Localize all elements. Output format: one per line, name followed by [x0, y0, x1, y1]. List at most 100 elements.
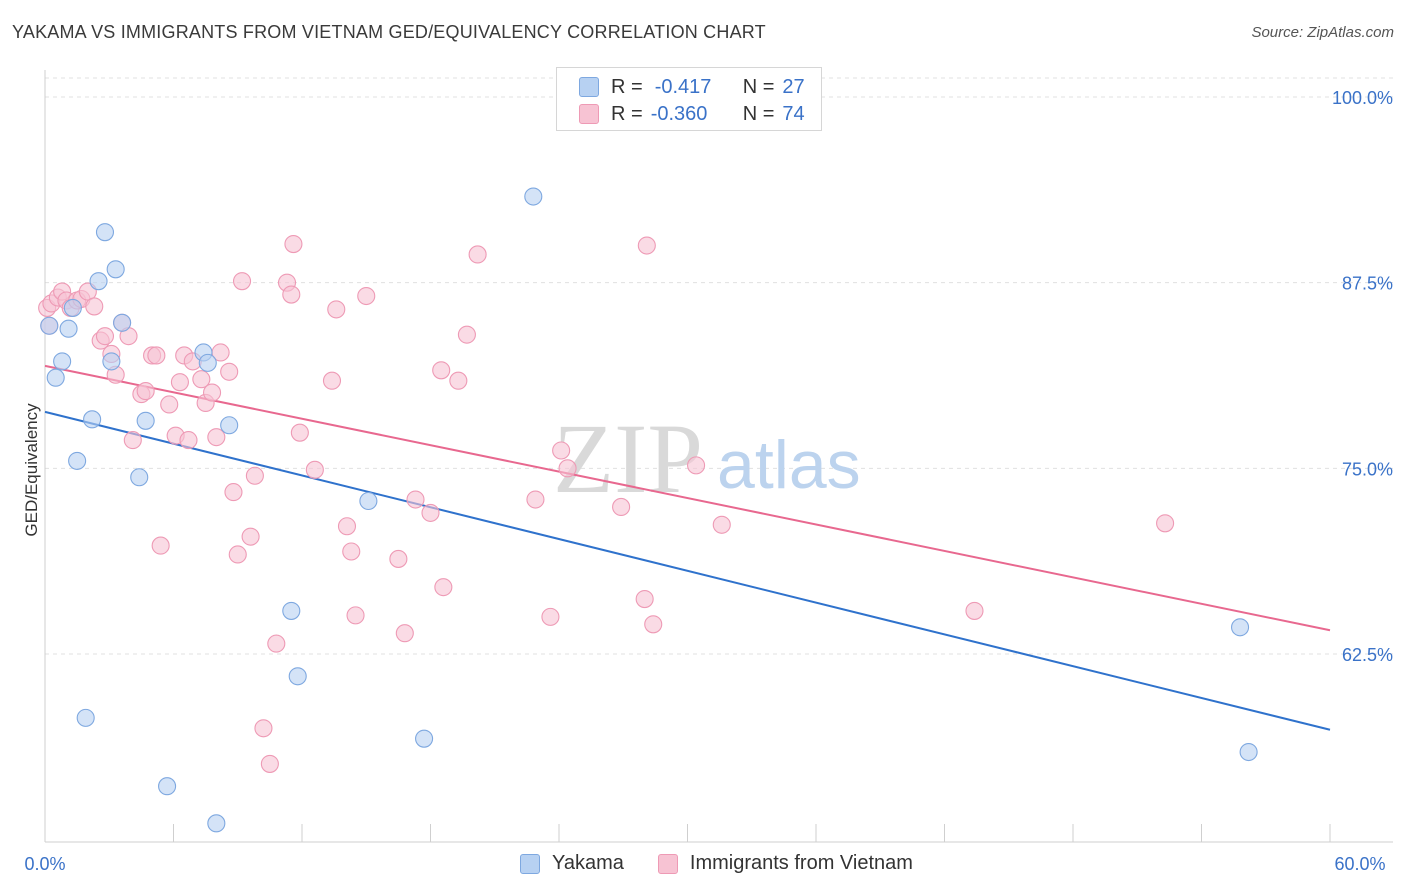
series-legend: Yakama Immigrants from Vietnam: [520, 852, 947, 875]
vietnam-point: [346, 606, 365, 625]
vietnam-point: [151, 536, 170, 555]
trend-lines: [44, 364, 1331, 731]
legend-label-yakama: Yakama: [552, 852, 624, 874]
vietnam-point: [357, 286, 376, 306]
vietnam-point: [635, 589, 654, 609]
yakama-swatch: [579, 77, 599, 97]
yakama-point: [359, 491, 378, 511]
vietnam-point: [95, 327, 115, 346]
vietnam-point: [457, 325, 476, 344]
vietnam-point: [327, 300, 346, 319]
yakama-point: [83, 410, 102, 429]
grid-lines: [45, 77, 1393, 655]
vietnam-point: [965, 601, 984, 620]
x-tick-label: 60.0%: [1334, 854, 1385, 874]
yakama-trend-line: [44, 410, 1331, 731]
vietnam-point: [468, 245, 487, 264]
vietnam-point: [552, 441, 571, 460]
yakama-point: [59, 319, 78, 338]
vietnam-point: [228, 545, 247, 564]
vietnam-point: [123, 431, 142, 450]
vietnam-point: [712, 515, 731, 534]
vietnam-point: [342, 542, 361, 561]
vietnam-trend-line: [44, 364, 1331, 632]
vietnam-point: [147, 346, 166, 365]
vietnam-point: [687, 456, 706, 475]
vietnam-point: [558, 459, 577, 478]
correlation-legend: R = -0.417 N = 27 R = -0.360 N = 74: [556, 67, 822, 131]
yakama-point: [524, 187, 543, 206]
yakama-point: [76, 708, 95, 727]
yakama-point: [68, 451, 87, 470]
yakama-point: [1231, 618, 1250, 637]
yakama-point: [415, 729, 434, 748]
yakama-point: [106, 260, 125, 279]
yakama-point: [220, 416, 239, 435]
vietnam-point: [389, 549, 408, 568]
y-tick-label: 87.5%: [1342, 274, 1393, 294]
legend-n-label: N =: [742, 75, 775, 98]
source-label: Source: ZipAtlas.com: [1251, 24, 1394, 41]
tick-labels: 62.5% 75.0% 87.5% 100.0% 0.0% 60.0%: [24, 88, 1393, 874]
yakama-swatch: [520, 853, 540, 874]
y-tick-label: 100.0%: [1332, 88, 1393, 108]
legend-r-label: R =: [611, 75, 643, 98]
vietnam-point: [282, 285, 301, 304]
vietnam-point: [290, 423, 309, 442]
yakama-point: [207, 814, 226, 833]
y-tick-label: 75.0%: [1342, 459, 1393, 479]
legend-label-vietnam: Immigrants from Vietnam: [689, 852, 913, 874]
vietnam-point: [449, 371, 468, 390]
vietnam-point: [220, 362, 239, 381]
vietnam-point: [644, 615, 663, 634]
vietnam-point: [245, 466, 264, 485]
vietnam-point: [160, 395, 179, 414]
vietnam-point: [170, 373, 189, 392]
yakama-point: [1239, 742, 1258, 762]
yakama-point: [89, 272, 108, 291]
vietnam-point: [179, 431, 198, 450]
legend-n-value: 74: [782, 102, 805, 125]
vietnam-point: [541, 607, 560, 626]
chart-title: YAKAMA VS IMMIGRANTS FROM VIETNAM GED/EQ…: [12, 22, 766, 42]
yakama-point: [46, 368, 65, 387]
vietnam-point: [224, 483, 243, 502]
legend-n-label: N =: [742, 102, 775, 125]
watermark-atlas: atlas: [717, 427, 861, 503]
legend-r-value: -0.417: [654, 75, 712, 98]
yakama-point: [288, 667, 307, 686]
vietnam-point: [434, 578, 453, 597]
yakama-point: [102, 352, 121, 371]
y-axis-label: GED/Equivalency: [22, 403, 41, 537]
vietnam-swatch: [579, 104, 599, 124]
vietnam-point: [1156, 514, 1175, 533]
x-tick-label: 0.0%: [24, 854, 65, 874]
vietnam-point: [612, 497, 631, 517]
yakama-point: [130, 468, 149, 487]
vietnam-point: [192, 370, 211, 389]
yakama-point: [158, 777, 177, 796]
vietnam-point: [395, 624, 414, 643]
legend-r-value: -0.360: [650, 102, 708, 125]
vietnam-point: [136, 382, 155, 401]
vietnam-point: [203, 383, 222, 402]
vietnam-point: [254, 719, 273, 738]
vietnam-point: [284, 234, 303, 254]
vietnam-point: [267, 634, 286, 653]
yakama-point: [53, 352, 72, 371]
vietnam-point: [260, 754, 279, 773]
legend-row-yakama: R = -0.417 N = 27: [579, 75, 805, 99]
legend-row-vietnam: R = -0.360 N = 74: [579, 102, 805, 126]
vietnam-point: [322, 371, 342, 390]
legend-n-value: 27: [782, 75, 805, 98]
legend-r-label: R =: [611, 102, 643, 125]
axes: [44, 70, 1393, 843]
vietnam-point: [241, 527, 260, 546]
vietnam-point: [421, 503, 440, 522]
vietnam-point: [526, 490, 545, 509]
vietnam-point: [305, 460, 324, 479]
yakama-point: [95, 223, 115, 242]
vietnam-point: [432, 361, 451, 380]
yakama-point: [136, 411, 155, 430]
